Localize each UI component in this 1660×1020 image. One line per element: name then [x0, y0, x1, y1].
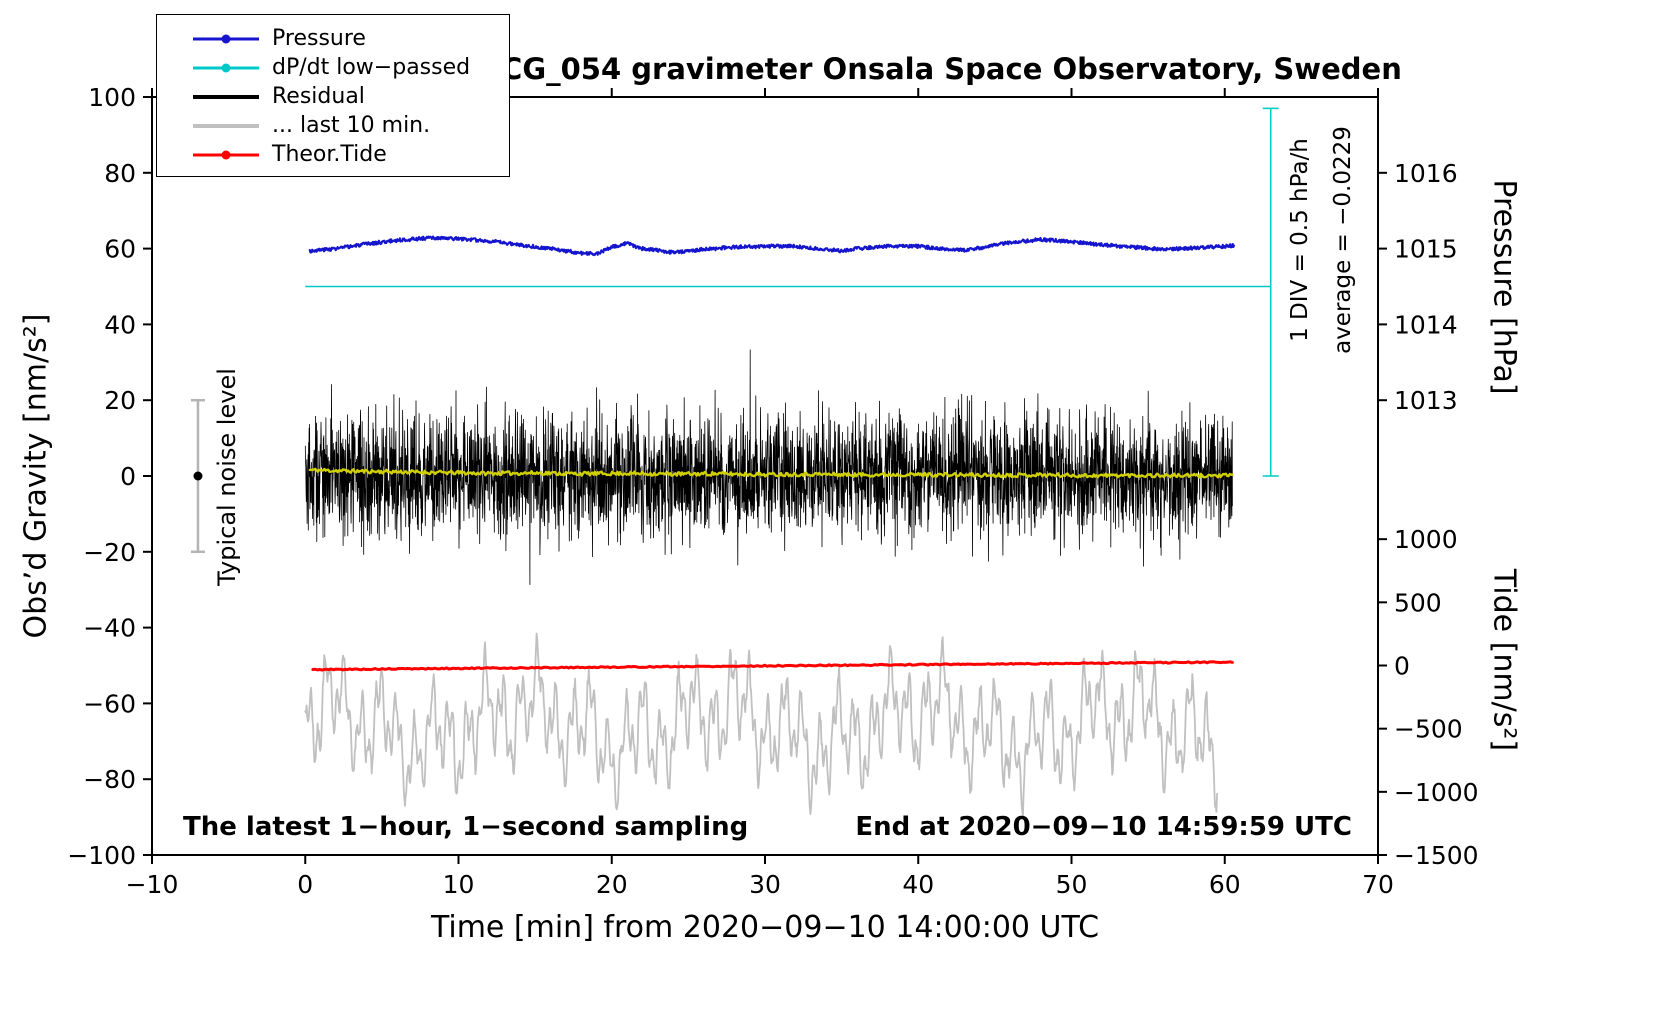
legend-label: Residual — [272, 84, 365, 109]
series-residual-smoothed — [308, 467, 1234, 479]
y-tick-label: −40 — [83, 614, 136, 643]
x-tick-label: 20 — [596, 870, 628, 899]
pressure-tick-label: 1014 — [1394, 310, 1458, 339]
x-tick-label: 50 — [1056, 870, 1088, 899]
y-tick-label: −60 — [83, 689, 136, 718]
legend-item: Pressure — [157, 24, 509, 53]
noise-error-bar-dot — [193, 471, 203, 481]
tide-tick-label: 500 — [1394, 588, 1442, 617]
tide-tick-label: −500 — [1394, 715, 1463, 744]
tide-tick-label: −1500 — [1394, 841, 1479, 870]
legend-label: dP/dt low−passed — [272, 55, 471, 80]
legend-swatch — [193, 62, 259, 74]
legend-item: Residual — [157, 82, 509, 111]
x-tick-label: 60 — [1209, 870, 1241, 899]
end-time-note: End at 2020−09−10 14:59:59 UTC — [855, 812, 1352, 842]
legend-label: Pressure — [272, 26, 366, 51]
legend-item: dP/dt low−passed — [157, 53, 509, 82]
series-pressure — [308, 235, 1235, 257]
legend-item: ... last 10 min. — [157, 111, 509, 140]
x-tick-label: 40 — [902, 870, 934, 899]
tide-tick-label: 1000 — [1394, 525, 1458, 554]
legend-label: Theor.Tide — [272, 142, 387, 167]
x-tick-label: 0 — [297, 870, 313, 899]
x-tick-label: 10 — [443, 870, 475, 899]
x-axis-title: Time [min] from 2020−09−10 14:00:00 UTC — [430, 910, 1100, 945]
y-tick-label: 40 — [104, 310, 136, 339]
y-axis-title-gravity: Obs’d Gravity [nm/s²] — [18, 313, 54, 639]
legend-swatch — [193, 149, 259, 161]
x-tick-label: −10 — [126, 870, 179, 899]
div-scale-label: 1 DIV = 0.5 hPa/h — [1287, 138, 1313, 342]
legend-item: Theor.Tide — [157, 140, 509, 169]
series-residual-last-10-min — [304, 632, 1218, 818]
legend-swatch — [193, 120, 259, 132]
pressure-tick-label: 1015 — [1394, 235, 1458, 264]
x-tick-label: 70 — [1362, 870, 1394, 899]
legend: Pressure dP/dt low−passed Residual ... last… — [156, 14, 510, 177]
tide-tick-label: 0 — [1394, 652, 1410, 681]
y-tick-label: −100 — [67, 841, 136, 870]
noise-level-label: Typical noise level — [213, 368, 241, 586]
legend-swatch — [193, 33, 259, 45]
y-axis-title-pressure: Pressure [hPa] — [1486, 179, 1522, 395]
sampling-note: The latest 1−hour, 1−second sampling — [183, 812, 749, 842]
y-tick-label: 100 — [88, 83, 136, 112]
y-tick-label: −80 — [83, 765, 136, 794]
x-tick-label: 30 — [749, 870, 781, 899]
chart-title: SCG_054 gravimeter Onsala Space Observat… — [480, 52, 1402, 86]
pressure-tick-label: 1013 — [1394, 386, 1458, 415]
y-tick-label: 0 — [120, 462, 136, 491]
legend-label: ... last 10 min. — [272, 113, 431, 138]
average-label: average = −0.0229 — [1330, 126, 1356, 354]
y-tick-label: 60 — [104, 235, 136, 264]
y-tick-label: 20 — [104, 386, 136, 415]
legend-swatch — [193, 91, 259, 103]
pressure-tick-label: 1016 — [1394, 159, 1458, 188]
series-residual — [304, 349, 1233, 585]
tide-tick-label: −1000 — [1394, 778, 1479, 807]
series-theor-tide — [311, 660, 1234, 672]
y-tick-label: −20 — [83, 538, 136, 567]
y-axis-title-tide: Tide [nm/s²] — [1486, 568, 1522, 752]
y-tick-label: 80 — [104, 159, 136, 188]
